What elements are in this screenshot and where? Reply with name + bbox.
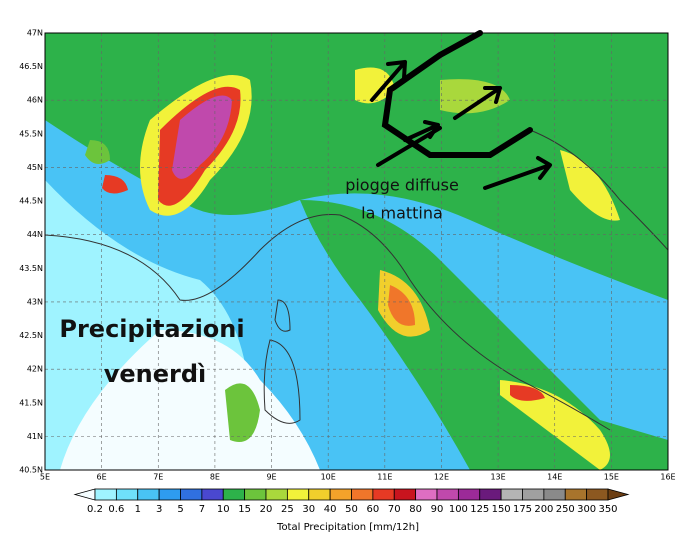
lon-label: 10E — [321, 473, 336, 482]
lat-label: 44N — [27, 230, 43, 239]
colorbar-box — [158, 488, 181, 501]
colorbar-label: 1 — [135, 504, 141, 515]
colorbar-box — [479, 488, 502, 501]
lon-label: 9E — [266, 473, 276, 482]
colorbar-box — [351, 488, 374, 501]
colorbar-box — [522, 488, 545, 501]
colorbar-end — [607, 488, 630, 501]
colorbar-label: 150 — [492, 504, 511, 515]
colorbar-box — [244, 488, 267, 501]
colorbar-box — [180, 488, 203, 501]
map-frame — [44, 32, 669, 471]
lat-label: 42N — [27, 365, 43, 374]
colorbar-label: 25 — [281, 504, 294, 515]
colorbar-label: 80 — [409, 504, 422, 515]
colorbar-box — [393, 488, 417, 501]
lon-label: 14E — [547, 473, 562, 482]
colorbar-box — [201, 488, 224, 501]
colorbar-box — [457, 488, 481, 501]
colorbar-box — [137, 488, 160, 501]
lon-label: 8E — [210, 473, 220, 482]
colorbar-label: 20 — [260, 504, 273, 515]
colorbar-box — [308, 488, 331, 501]
lat-label: 46.5N — [19, 62, 43, 71]
colorbar-box — [500, 488, 523, 501]
colorbar-box — [564, 488, 588, 501]
colorbar-box — [436, 488, 459, 501]
lon-label: 11E — [377, 473, 392, 482]
lat-label: 43N — [27, 297, 43, 306]
lon-label: 15E — [604, 473, 619, 482]
colorbar-end — [73, 488, 96, 501]
lat-label: 42.5N — [19, 331, 43, 340]
lat-label: 40.5N — [19, 466, 43, 475]
colorbar-label: 50 — [345, 504, 358, 515]
colorbar-label: 175 — [513, 504, 532, 515]
annotation: la mattina — [361, 204, 443, 223]
colorbar-label: 90 — [431, 504, 444, 515]
lon-label: 13E — [490, 473, 505, 482]
headline: venerdì — [104, 360, 207, 388]
colorbar-box — [222, 488, 246, 501]
colorbar-box — [94, 488, 117, 501]
colorbar-label: 60 — [367, 504, 380, 515]
lon-label: 16E — [660, 473, 675, 482]
lat-label: 41N — [27, 432, 43, 441]
colorbar-label: 0.2 — [87, 504, 103, 515]
lat-label: 43.5N — [19, 264, 43, 273]
colorbar-label: 3 — [156, 504, 162, 515]
colorbar-box — [329, 488, 352, 501]
colorbar-label: 250 — [556, 504, 575, 515]
lat-label: 47N — [27, 29, 43, 38]
colorbar-box — [372, 488, 395, 501]
annotation: piogge diffuse — [345, 176, 459, 195]
lon-label: 6E — [97, 473, 107, 482]
lat-label: 41.5N — [19, 398, 43, 407]
colorbar-label: 0.6 — [108, 504, 124, 515]
lon-label: 7E — [153, 473, 163, 482]
colorbar-label: 10 — [217, 504, 230, 515]
lat-label: 45N — [27, 163, 43, 172]
colorbar-label: 15 — [238, 504, 251, 515]
colorbar-label: 5 — [177, 504, 183, 515]
lat-label: 46N — [27, 96, 43, 105]
front-drawing — [370, 30, 552, 190]
colorbar-label: 200 — [534, 504, 553, 515]
colorbar-label: 7 — [199, 504, 205, 515]
colorbar-label: 350 — [598, 504, 617, 515]
lat-label: 45.5N — [19, 129, 43, 138]
colorbar-box — [286, 488, 310, 501]
lon-label: 5E — [40, 473, 50, 482]
colorbar-title: Total Precipitation [mm/12h] — [276, 522, 419, 533]
colorbar-label: 125 — [470, 504, 489, 515]
colorbar-box — [415, 488, 438, 501]
colorbar-box — [265, 488, 288, 501]
colorbar-box — [586, 488, 609, 501]
colorbar-label: 30 — [302, 504, 315, 515]
colorbar-label: 300 — [577, 504, 596, 515]
lat-label: 44.5N — [19, 197, 43, 206]
precip-field — [45, 33, 668, 470]
colorbar-label: 40 — [324, 504, 337, 515]
colorbar-label: 70 — [388, 504, 401, 515]
headline: Precipitazioni — [59, 315, 244, 343]
colorbar-box — [543, 488, 566, 501]
lon-label: 12E — [434, 473, 449, 482]
colorbar-label: 100 — [449, 504, 468, 515]
colorbar-box — [115, 488, 139, 501]
